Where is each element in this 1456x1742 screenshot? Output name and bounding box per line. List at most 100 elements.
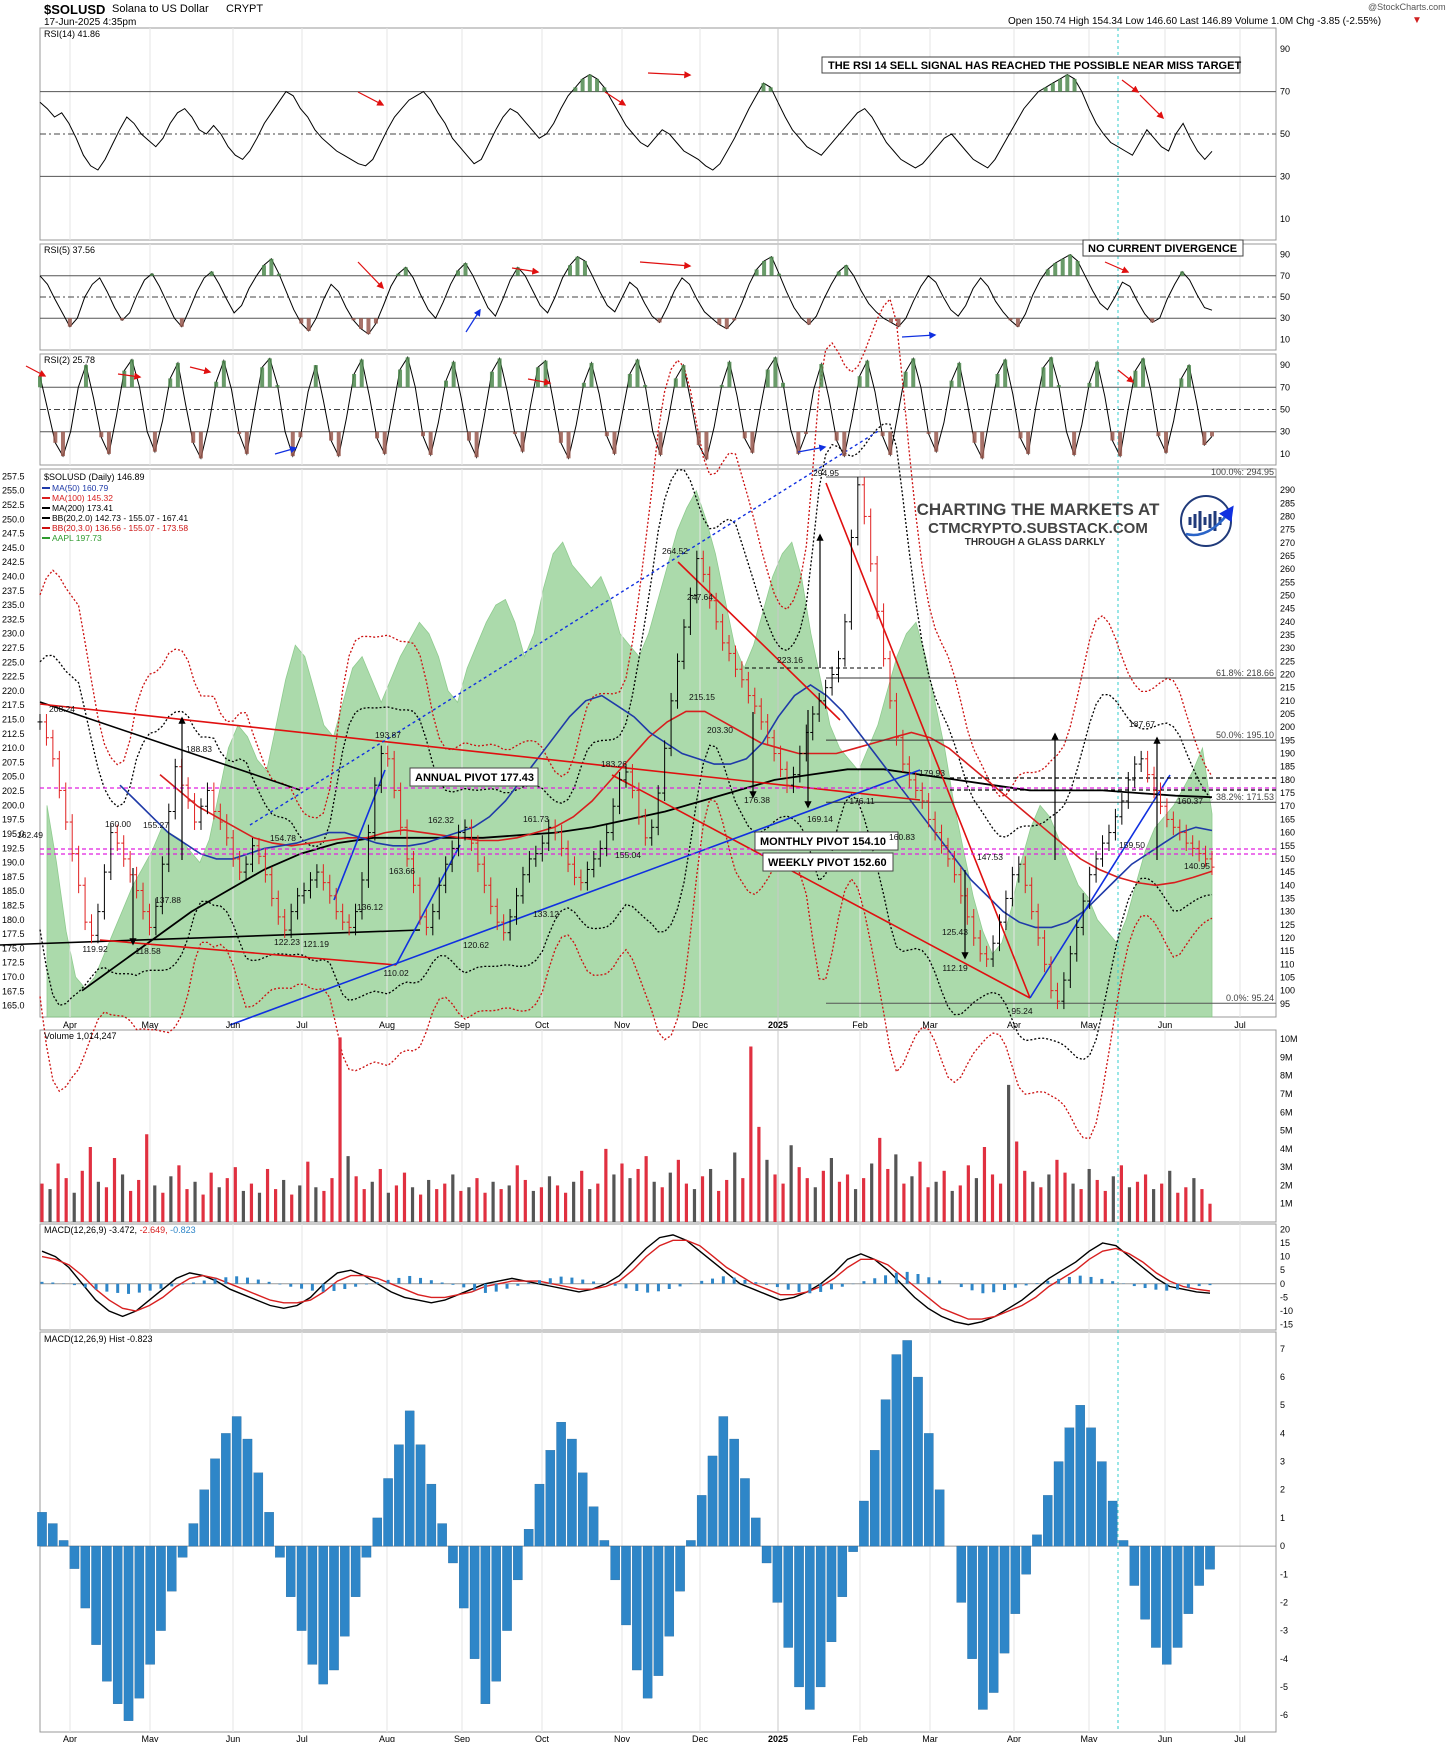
- y-tick-label: 70: [1280, 271, 1290, 281]
- macd-y-tick: -5: [1280, 1292, 1288, 1302]
- y-tick-label: 10: [1280, 334, 1290, 344]
- x-tick-label: Oct: [535, 1734, 550, 1742]
- ma100-line: [159, 710, 1213, 887]
- price-y-tick: 155: [1280, 841, 1295, 851]
- price-label: 118.58: [135, 946, 161, 956]
- macd-hist-bar: [869, 1450, 880, 1547]
- hist-title: MACD(12,26,9) Hist -0.823: [44, 1334, 153, 1344]
- macd-hist-bar: [1129, 1545, 1140, 1586]
- aapl-y-tick: 227.5: [2, 643, 25, 653]
- price-y-tick: 215: [1280, 683, 1295, 693]
- aapl-y-tick: 255.0: [2, 486, 25, 496]
- y-tick-label: 90: [1280, 360, 1290, 370]
- macd-hist-bar: [772, 1545, 783, 1603]
- macd-hist-bar: [805, 1545, 815, 1710]
- weekly-pivot-label: WEEKLY PIVOT 152.60: [768, 857, 887, 869]
- aapl-y-tick: 230.0: [2, 629, 25, 639]
- price-label: 155.27: [143, 820, 169, 830]
- volume-y-tick: 7M: [1280, 1089, 1293, 1099]
- x-tick-label: May: [1080, 1020, 1098, 1030]
- x-tick-label: Jun: [1158, 1734, 1173, 1742]
- chart-symbol-name: Solana to US Dollar: [112, 3, 209, 15]
- macd-hist-bar: [91, 1545, 101, 1645]
- blue-dotted-trendline: [249, 429, 881, 826]
- volume-y-tick: 9M: [1280, 1052, 1293, 1062]
- price-label: 188.83: [186, 744, 212, 754]
- price-label: 187.67: [1129, 719, 1155, 729]
- price-label: 264.52: [662, 546, 688, 556]
- hist-y-tick: -1: [1280, 1569, 1288, 1579]
- monthly-pivot-box: [754, 831, 899, 851]
- price-label: 160.83: [889, 832, 915, 842]
- macd-hist-bar: [891, 1354, 902, 1547]
- price-label: 140.95: [1184, 861, 1210, 871]
- x-tick-label: Sep: [454, 1020, 470, 1030]
- price-y-tick: 105: [1280, 972, 1295, 982]
- red-signal-arrow: [1139, 94, 1165, 120]
- red-signal-arrow: [1104, 261, 1130, 274]
- red-signal-arrow: [1121, 79, 1140, 93]
- price-y-tick: 200: [1280, 722, 1295, 732]
- aapl-y-tick: 190.0: [2, 858, 25, 868]
- price-y-tick: 250: [1280, 590, 1295, 600]
- rsi-line-rsi2: [39, 356, 1213, 461]
- price-label: 247.64: [687, 592, 713, 602]
- x-tick-label: Aug: [379, 1020, 395, 1030]
- macd-hist-bar: [1021, 1545, 1031, 1575]
- macd-hist-bar: [199, 1489, 209, 1547]
- macd-hist-bar: [318, 1545, 328, 1685]
- volume-y-tick: 5M: [1280, 1126, 1293, 1136]
- aapl-y-tick: 175.0: [2, 943, 25, 953]
- price-label: 133.12: [533, 909, 559, 919]
- x-tick-label: Jun: [226, 1020, 241, 1030]
- blue-signal-arrow: [465, 308, 481, 333]
- macd-hist-bar: [102, 1545, 112, 1682]
- macd-hist-bar: [1064, 1427, 1075, 1547]
- macd-hist-bar: [577, 1472, 588, 1547]
- price-label: 147.53: [977, 852, 1003, 862]
- price-y-tick: 160: [1280, 828, 1295, 838]
- hist-y-tick: 0: [1280, 1541, 1285, 1551]
- hist-value: -0.823: [170, 1225, 196, 1235]
- macd-hist-bar: [1032, 1534, 1042, 1547]
- fib-label: 0.0%: 95.24: [1226, 993, 1274, 1003]
- price-y-tick: 125: [1280, 920, 1295, 930]
- macd-hist-bar: [653, 1545, 664, 1676]
- price-label: 122.23: [274, 937, 300, 947]
- price-label: 215.15: [689, 692, 715, 702]
- volume-y-tick: 2M: [1280, 1180, 1293, 1190]
- macd-hist-bar: [156, 1545, 166, 1631]
- macd-hist-bar: [264, 1512, 274, 1547]
- price-label: 154.78: [270, 833, 296, 843]
- macd-hist-bar: [588, 1506, 599, 1547]
- price-y-tick: 240: [1280, 617, 1295, 627]
- macd-hist-bar: [437, 1523, 447, 1547]
- bb-20-3-upper: [39, 297, 1213, 819]
- x-tick-label: Jul: [1234, 1734, 1246, 1742]
- hist-y-tick: -4: [1280, 1654, 1288, 1664]
- rsi5-note: NO CURRENT DIVERGENCE: [1088, 243, 1237, 255]
- macd-y-tick: 15: [1280, 1238, 1290, 1248]
- macd-hist-bar: [221, 1433, 231, 1547]
- macd-hist-bar: [253, 1472, 264, 1547]
- hist-y-tick: 4: [1280, 1428, 1285, 1438]
- x-tick-label: Jun: [1158, 1020, 1173, 1030]
- macd-hist-bar: [978, 1545, 988, 1710]
- price-y-tick: 265: [1280, 551, 1295, 561]
- x-tick-label: Nov: [614, 1020, 631, 1030]
- x-tick-label: Apr: [63, 1020, 77, 1030]
- price-label: 136.12: [357, 902, 383, 912]
- macd-hist-bar: [1107, 1500, 1118, 1547]
- price-label: 223.16: [777, 655, 803, 665]
- y-tick-label: 70: [1280, 382, 1290, 392]
- price-label: 110.02: [383, 968, 409, 978]
- macd-hist-bar: [167, 1545, 177, 1592]
- x-tick-label: 2025: [768, 1734, 788, 1742]
- x-tick-label: Aug: [379, 1734, 395, 1742]
- aapl-y-tick: 165.0: [2, 1001, 25, 1011]
- macd-hist-bar: [621, 1545, 631, 1626]
- macd-hist-bar: [675, 1545, 685, 1592]
- macd-hist-bar: [664, 1545, 675, 1637]
- x-tick-label: Sep: [454, 1734, 470, 1742]
